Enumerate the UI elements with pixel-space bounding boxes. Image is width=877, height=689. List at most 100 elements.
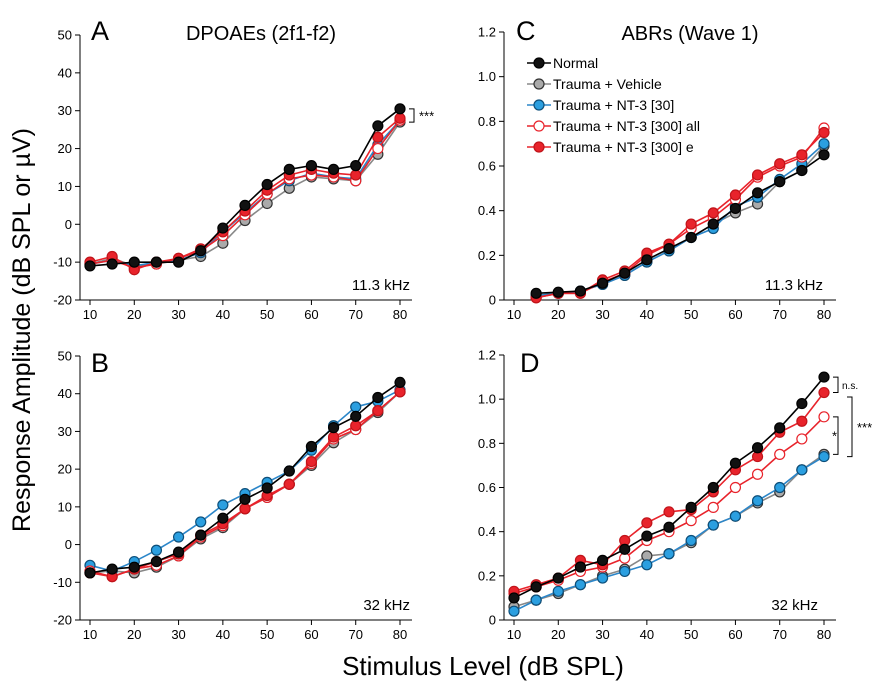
data-point [261, 482, 273, 494]
data-point [685, 501, 697, 513]
data-point [619, 565, 631, 578]
data-point [663, 548, 675, 560]
y-tick-label: -20 [53, 613, 72, 628]
data-point [729, 457, 742, 469]
data-point [574, 579, 587, 591]
data-point [261, 197, 273, 210]
data-point [217, 222, 229, 234]
data-point [239, 493, 251, 505]
x-tick-label: 40 [216, 307, 230, 322]
data-point [641, 517, 653, 529]
series-nt3_30 [508, 450, 830, 617]
significance-label: *** [857, 420, 872, 435]
data-point [796, 415, 808, 427]
data-point [729, 189, 742, 201]
data-point [394, 376, 406, 388]
legend-entry-nt3_300_e: Trauma + NT-3 [300] e [527, 139, 694, 155]
data-point [530, 287, 542, 299]
data-point [217, 512, 229, 524]
x-tick-label: 30 [595, 307, 609, 322]
data-point [574, 285, 587, 297]
data-point [818, 149, 830, 161]
data-point [641, 254, 653, 266]
data-point [751, 468, 764, 480]
legend-entry-nt3_30: Trauma + NT-3 [30] [527, 97, 674, 113]
data-point [327, 422, 340, 434]
x-tick-label: 10 [83, 627, 97, 642]
legend-label: Normal [553, 55, 598, 71]
series-nt3_30 [84, 114, 406, 272]
data-point [685, 515, 697, 527]
data-point [84, 567, 96, 579]
data-point [195, 245, 207, 257]
data-point [707, 481, 719, 494]
legend-swatch-marker [533, 99, 545, 111]
data-point [350, 401, 362, 413]
data-point [729, 202, 742, 215]
data-point [729, 481, 742, 494]
series-line [89, 119, 401, 269]
panel-letter: D [520, 348, 540, 378]
data-point [305, 440, 318, 453]
legend-entry-vehicle: Trauma + Vehicle [527, 76, 662, 92]
data-point [372, 142, 384, 155]
x-tick-label: 50 [684, 627, 698, 642]
series-line [89, 108, 401, 267]
legend-entry-nt3_300_all: Trauma + NT-3 [300] all [527, 118, 700, 134]
x-tick-label: 80 [393, 627, 407, 642]
data-point [641, 530, 653, 542]
data-point [707, 519, 719, 531]
x-tick-label: 80 [393, 307, 407, 322]
x-tick-label: 60 [304, 627, 318, 642]
panel-letter: C [516, 16, 536, 46]
x-tick-label: 50 [260, 627, 274, 642]
y-tick-label: 40 [58, 386, 72, 401]
y-tick-label: 0 [65, 537, 72, 552]
frequency-label: 32 kHz [771, 597, 818, 614]
data-point [596, 572, 609, 584]
data-point [796, 433, 808, 445]
data-point [751, 495, 764, 507]
y-tick-label: -20 [53, 293, 72, 308]
series-line [89, 121, 401, 267]
legend-label: Trauma + NT-3 [30] [553, 97, 674, 113]
data-point [796, 464, 808, 476]
data-point [818, 411, 830, 423]
series-line [535, 131, 825, 299]
data-point [663, 243, 675, 255]
x-tick-label: 50 [260, 307, 274, 322]
significance-bracket [847, 396, 853, 458]
legend-swatch-marker [533, 141, 545, 153]
x-tick-label: 30 [595, 627, 609, 642]
y-tick-label: 30 [58, 424, 72, 439]
y-tick-label: 20 [58, 141, 72, 156]
data-point [685, 534, 697, 547]
significance-bracket [409, 108, 415, 123]
data-point [283, 163, 295, 175]
y-tick-label: -10 [53, 255, 72, 270]
x-tick-label: 20 [127, 627, 141, 642]
data-point [150, 544, 163, 556]
data-point [619, 267, 631, 279]
data-point [552, 585, 564, 597]
y-tick-label: 1.2 [478, 25, 496, 40]
x-tick-label: 10 [507, 627, 521, 642]
data-point [596, 554, 609, 566]
y-tick-label: 1.0 [478, 69, 496, 84]
x-tick-label: 50 [684, 307, 698, 322]
data-point [729, 510, 742, 522]
x-tick-label: 60 [728, 307, 742, 322]
data-point [707, 501, 719, 513]
data-point [172, 256, 185, 268]
legend-entry-normal: Normal [527, 55, 598, 71]
significance-label: *** [419, 108, 434, 123]
legend-label: Trauma + NT-3 [300] all [553, 118, 700, 134]
data-point [751, 442, 764, 454]
y-tick-label: 0 [489, 613, 496, 628]
data-point [530, 594, 542, 606]
data-point [394, 386, 406, 398]
y-tick-label: 0 [489, 293, 496, 308]
data-point [217, 499, 229, 511]
x-tick-label: 70 [348, 307, 362, 322]
